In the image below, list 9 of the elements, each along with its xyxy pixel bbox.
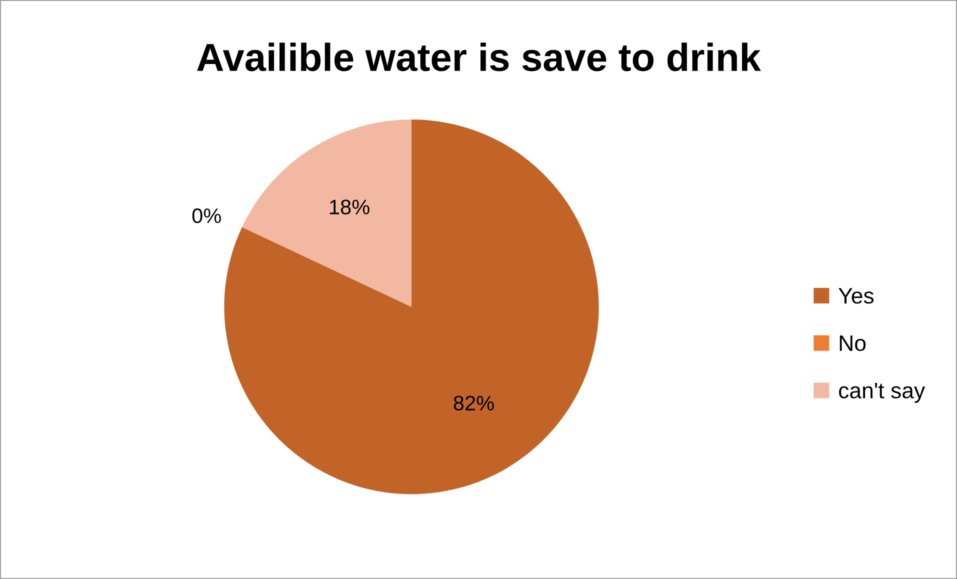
data-label: 18% [330,200,370,214]
chart-title: Availible water is save to drink [197,42,761,72]
text: 0% [192,208,221,224]
legend-label: Yes [838,288,874,304]
pie-slice [224,120,599,494]
data-label: 82% [454,396,494,411]
legend-label: No [840,336,866,352]
pie-slice [242,120,412,307]
legend-label: can't say [839,382,926,403]
